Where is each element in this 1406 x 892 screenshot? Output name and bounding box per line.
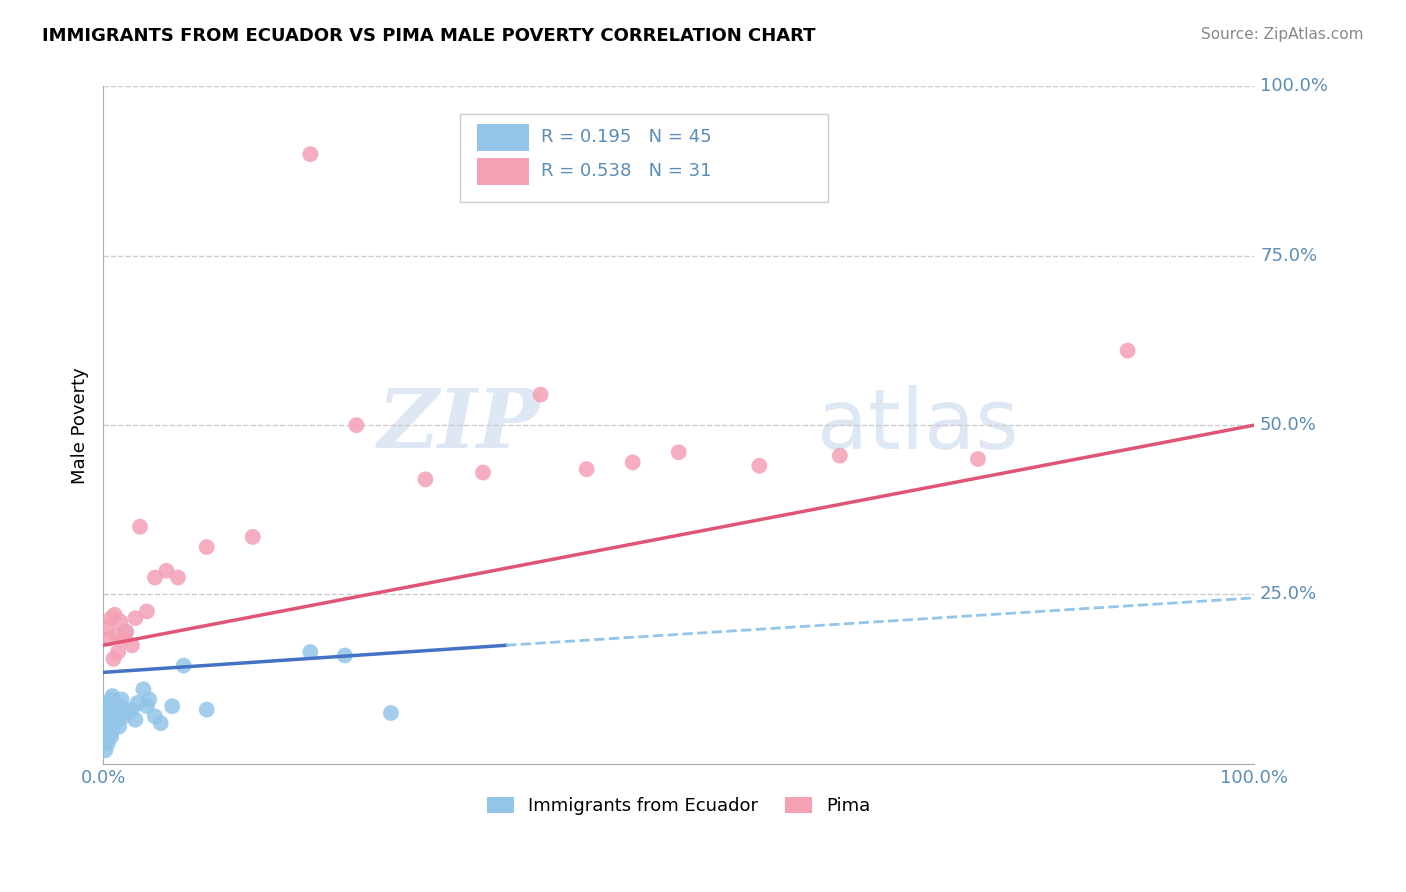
Point (96, 703, 118, 717)
Point (380, 706, 402, 720)
Point (121, 703, 143, 717)
Point (115, 624, 138, 639)
Point (344, 418, 367, 433)
Point (668, 445, 690, 459)
Point (121, 638, 143, 652)
Point (101, 689, 124, 703)
Point (96, 621, 118, 635)
Point (112, 632, 135, 646)
FancyBboxPatch shape (460, 113, 828, 202)
Point (97, 709, 120, 723)
Point (104, 709, 127, 723)
Point (100, 730, 122, 744)
Point (195, 703, 218, 717)
Point (333, 648, 356, 663)
Point (415, 472, 437, 486)
Point (100, 611, 122, 625)
Point (124, 611, 146, 625)
Point (97, 737, 120, 751)
Point (98, 723, 121, 737)
Point (110, 615, 132, 629)
Point (472, 466, 495, 480)
Text: 25.0%: 25.0% (1260, 585, 1317, 604)
Point (160, 699, 183, 714)
Text: 50.0%: 50.0% (1260, 417, 1317, 434)
Point (299, 645, 322, 659)
Point (110, 699, 132, 714)
Point (97, 730, 120, 744)
Point (129, 520, 152, 534)
Point (828, 449, 851, 463)
Point (103, 716, 125, 731)
Point (124, 713, 146, 727)
Point (105, 713, 128, 727)
FancyBboxPatch shape (477, 158, 529, 185)
Point (138, 692, 160, 706)
Text: R = 0.538   N = 31: R = 0.538 N = 31 (540, 162, 711, 180)
Point (103, 652, 125, 666)
Text: R = 0.195   N = 45: R = 0.195 N = 45 (540, 128, 711, 146)
Point (115, 624, 138, 639)
FancyBboxPatch shape (477, 124, 529, 151)
Point (167, 570, 190, 584)
Point (143, 709, 166, 723)
Text: 75.0%: 75.0% (1260, 247, 1317, 265)
Point (97, 696, 120, 710)
Point (104, 696, 127, 710)
Point (101, 723, 124, 737)
Point (97, 632, 120, 646)
Point (112, 709, 135, 723)
Point (135, 699, 157, 714)
Point (100, 692, 122, 706)
Point (155, 564, 177, 578)
Point (127, 696, 149, 710)
Point (97, 716, 120, 731)
Point (195, 540, 218, 554)
Point (94, 743, 117, 757)
Point (575, 462, 598, 476)
Point (621, 455, 644, 469)
Point (104, 607, 127, 622)
Point (101, 709, 124, 723)
Point (93, 737, 115, 751)
Point (135, 604, 157, 618)
Point (100, 713, 122, 727)
Text: IMMIGRANTS FROM ECUADOR VS PIMA MALE POVERTY CORRELATION CHART: IMMIGRANTS FROM ECUADOR VS PIMA MALE POV… (42, 27, 815, 45)
Point (132, 682, 155, 697)
Point (107, 645, 129, 659)
Point (173, 658, 195, 673)
Point (748, 458, 770, 473)
Point (299, 147, 322, 161)
Point (967, 452, 990, 467)
Point (104, 703, 127, 717)
Point (108, 720, 131, 734)
Point (103, 703, 125, 717)
Point (143, 570, 166, 584)
Point (149, 716, 172, 731)
Point (1116, 343, 1139, 358)
Legend: Immigrants from Ecuador, Pima: Immigrants from Ecuador, Pima (479, 789, 879, 822)
Text: ZIP: ZIP (378, 385, 540, 465)
Point (96, 730, 118, 744)
Text: 100.0%: 100.0% (1260, 78, 1329, 95)
Point (242, 530, 264, 544)
Point (117, 706, 139, 720)
Text: atlas: atlas (817, 384, 1018, 466)
Point (110, 692, 132, 706)
Point (107, 706, 129, 720)
Point (98, 706, 121, 720)
Point (94, 716, 117, 731)
Point (105, 628, 128, 642)
Y-axis label: Male Poverty: Male Poverty (72, 367, 89, 483)
Point (529, 387, 551, 401)
Text: Source: ZipAtlas.com: Source: ZipAtlas.com (1201, 27, 1364, 42)
